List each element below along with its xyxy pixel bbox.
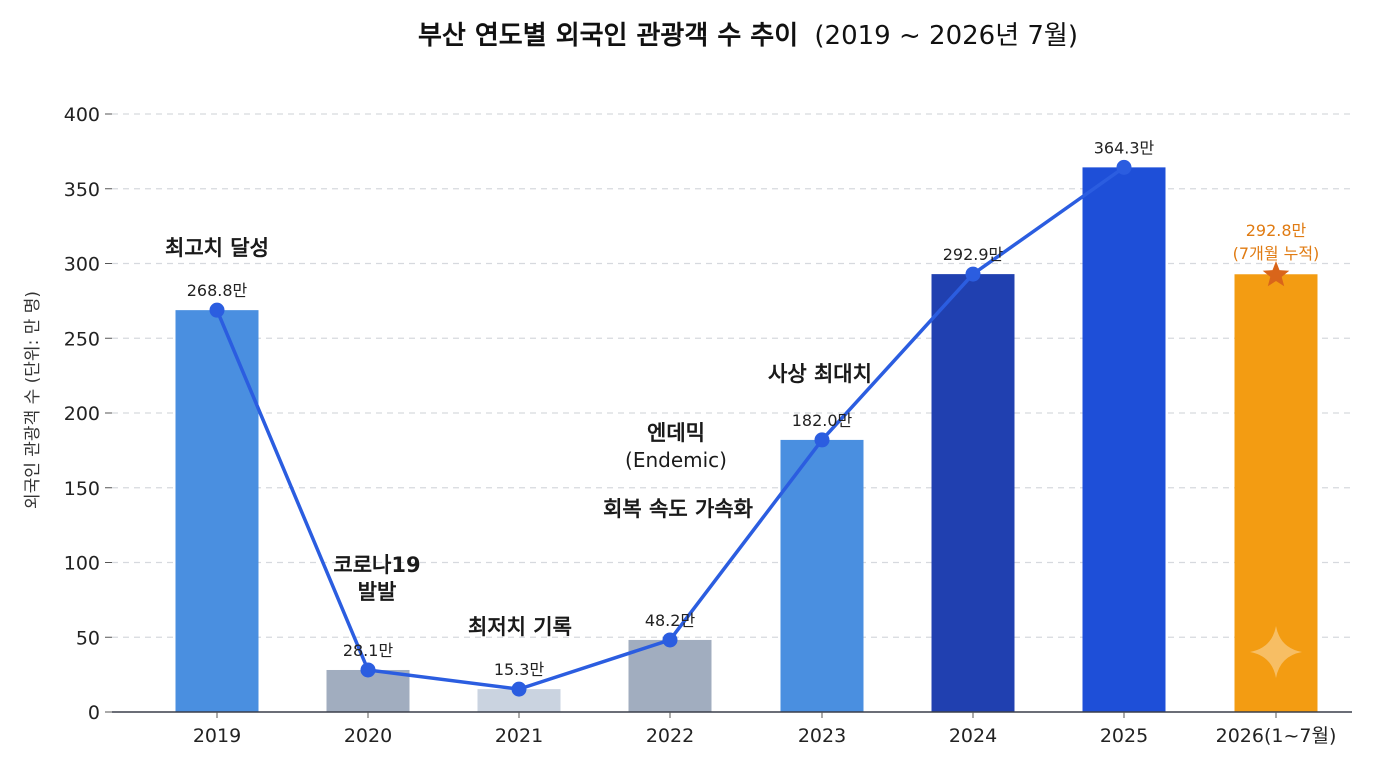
value-label: 15.3만 bbox=[494, 660, 545, 679]
bar-2019 bbox=[175, 310, 259, 712]
x-tick-label: 2022 bbox=[646, 725, 694, 747]
y-axis-label: 외국인 관광객 수 (단위: 만 명) bbox=[23, 291, 43, 509]
value-label: 48.2만 bbox=[645, 611, 696, 630]
bar-2021 bbox=[477, 689, 561, 712]
y-tick-label: 400 bbox=[64, 104, 100, 126]
trend-point-2020 bbox=[360, 662, 376, 678]
y-tick-label: 250 bbox=[64, 328, 100, 350]
trend-point-2022 bbox=[662, 632, 678, 648]
annotation: 발발 bbox=[358, 580, 397, 604]
trend-point-2023 bbox=[814, 432, 830, 448]
annotation: 최고치 달성 bbox=[165, 236, 269, 260]
bar-2023 bbox=[780, 439, 864, 712]
value-labels: 268.8만 28.1만 15.3만 48.2만 182.0만 292.9만 364.3만 2… bbox=[187, 138, 1320, 679]
bar-2025 bbox=[1082, 167, 1166, 712]
x-tick-label: 2020 bbox=[344, 725, 392, 747]
trend-point-2024 bbox=[965, 266, 981, 282]
annotation: (Endemic) bbox=[625, 448, 727, 472]
trend-point-2019 bbox=[209, 302, 225, 318]
annotation: 사상 최대치 bbox=[768, 362, 872, 386]
annotation: 최저치 기록 bbox=[468, 615, 572, 639]
y-axis: 0 50 100 150 200 250 300 350 400 bbox=[64, 104, 112, 724]
chart-title-main: 부산 연도별 외국인 관광객 수 추이 bbox=[418, 21, 798, 51]
trend-point-2021 bbox=[511, 681, 527, 697]
value-label: 182.0만 bbox=[792, 411, 853, 430]
value-label: 28.1만 bbox=[343, 641, 394, 660]
value-label: 364.3만 bbox=[1094, 138, 1155, 157]
bar-2024 bbox=[931, 274, 1015, 712]
value-label: 292.8만 bbox=[1246, 221, 1307, 240]
annotation: 회복 속도 가속화 bbox=[603, 497, 754, 521]
bar-2022 bbox=[628, 639, 712, 712]
bar-2026(1~7월) bbox=[1234, 274, 1318, 712]
y-tick-label: 150 bbox=[64, 478, 100, 500]
trend-line bbox=[209, 159, 1132, 697]
y-tick-label: 350 bbox=[64, 179, 100, 201]
annotation: 코로나19 bbox=[333, 553, 420, 577]
trend-point-2025 bbox=[1116, 159, 1132, 175]
y-tick-label: 200 bbox=[64, 403, 100, 425]
chart-title-range: (2019 ~ 2026년 7월) bbox=[814, 21, 1078, 51]
x-tick-labels: 2019 2020 2021 2022 2023 2024 2025 2026(1~7월) bbox=[193, 712, 1337, 747]
value-label: 292.9만 bbox=[943, 245, 1004, 264]
annotation: 엔데믹 bbox=[647, 421, 705, 445]
grid bbox=[112, 113, 1352, 638]
star-icon bbox=[1262, 261, 1290, 287]
y-tick-label: 0 bbox=[88, 702, 100, 724]
x-tick-label: 2026(1~7월) bbox=[1216, 725, 1337, 747]
x-tick-label: 2023 bbox=[798, 725, 846, 747]
y-tick-label: 100 bbox=[64, 553, 100, 575]
y-tick-label: 300 bbox=[64, 254, 100, 276]
x-tick-label: 2019 bbox=[193, 725, 241, 747]
x-tick-label: 2024 bbox=[949, 725, 997, 747]
partial-note: (7개월 누적) bbox=[1233, 244, 1320, 263]
x-tick-label: 2021 bbox=[495, 725, 543, 747]
sparkle-icon bbox=[1250, 626, 1302, 678]
value-label: 268.8만 bbox=[187, 281, 248, 300]
chart-title: 부산 연도별 외국인 관광객 수 추이 (2019 ~ 2026년 7월) bbox=[418, 21, 1078, 51]
x-tick-label: 2025 bbox=[1100, 725, 1148, 747]
y-tick-label: 50 bbox=[76, 627, 100, 649]
bars bbox=[175, 167, 1318, 712]
